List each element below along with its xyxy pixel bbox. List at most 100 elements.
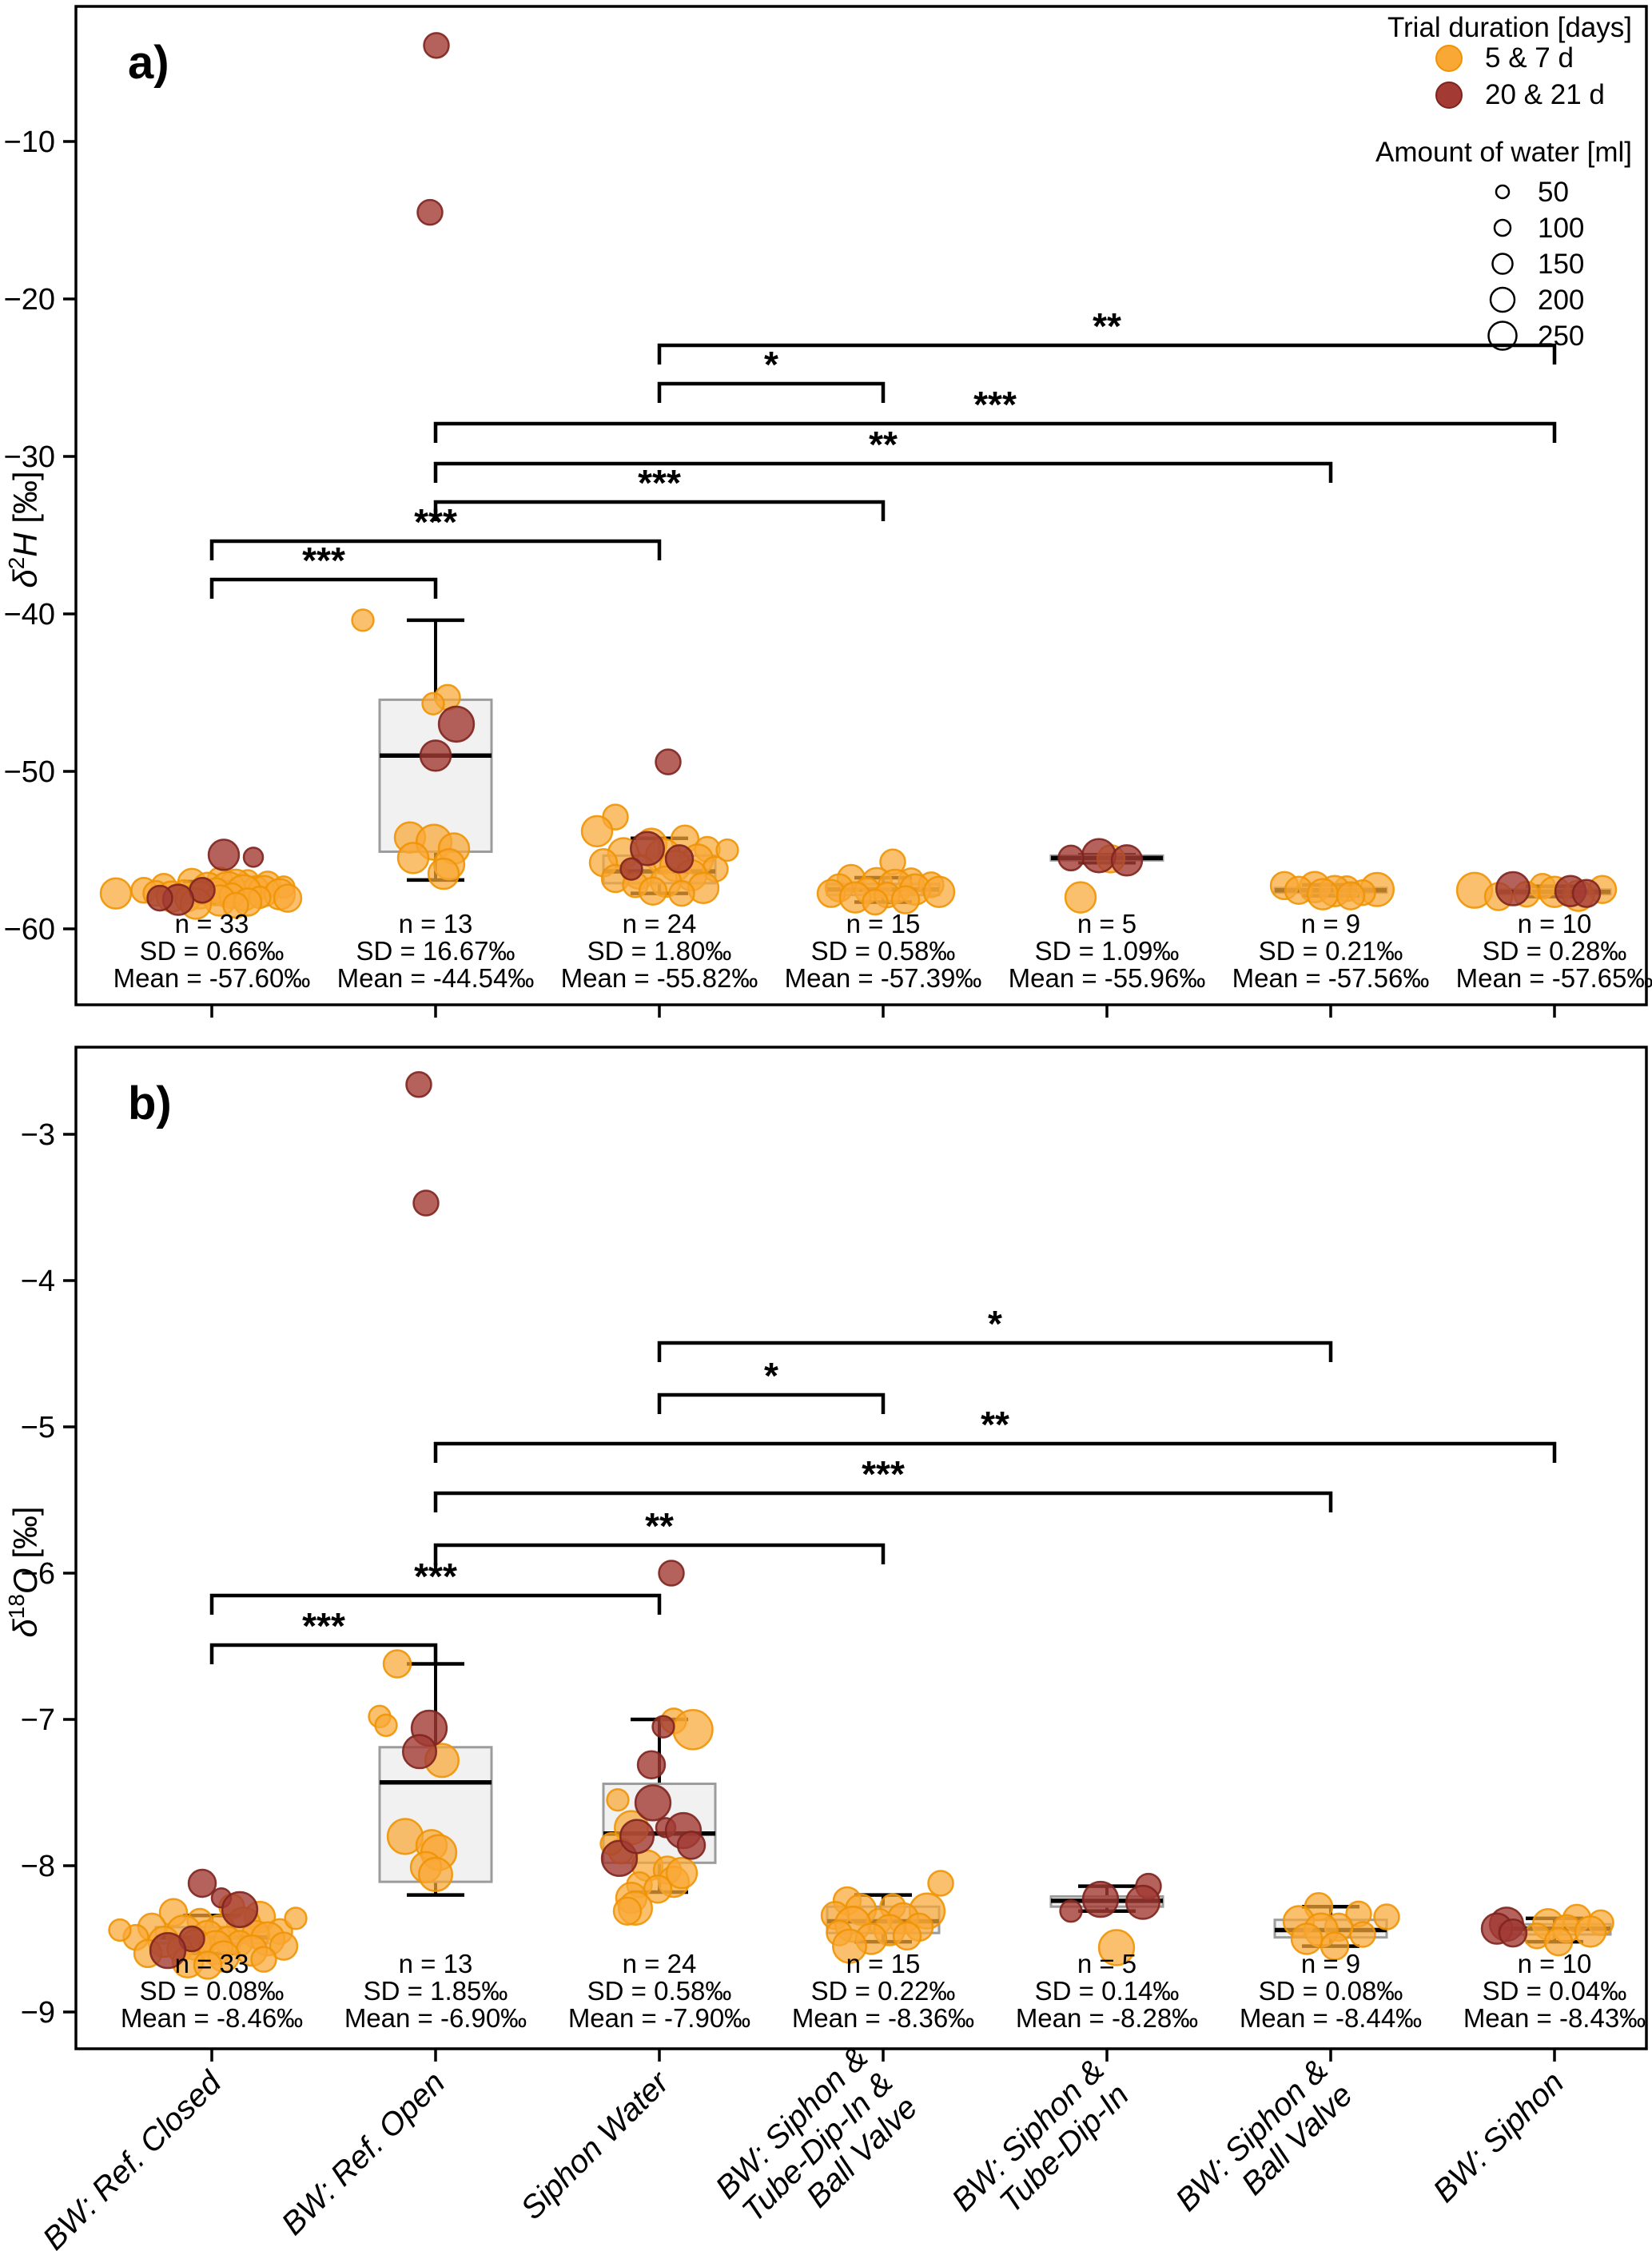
sig-stars: ***	[414, 501, 457, 543]
legend-size-label: 250	[1538, 321, 1584, 352]
data-point-20-21d	[676, 1831, 707, 1860]
stat-mean: Mean = -57.56‰	[1232, 963, 1430, 993]
stat-sd: SD = 0.22‰	[811, 1976, 956, 2006]
data-point-5-7d	[672, 1709, 714, 1751]
data-point-5-7d	[1574, 1915, 1607, 1948]
data-point-5-7d	[580, 815, 614, 848]
stat-sd: SD = 0.58‰	[587, 1976, 732, 2006]
stat-mean: Mean = -8.28‰	[1016, 2003, 1198, 2033]
y-axis-title: δ18O [‰]	[4, 1506, 44, 1637]
data-point-5-7d	[612, 1896, 643, 1926]
stat-sd: SD = 0.58‰	[811, 936, 956, 966]
legend: Trial duration [days]5 & 7 d 20 & 21 d Amo…	[1375, 12, 1632, 352]
data-point-20-21d	[619, 857, 643, 881]
stat-n: n = 5	[1077, 1949, 1136, 1978]
stat-mean: Mean = -6.90‰	[344, 2003, 527, 2033]
y-tick-label: −7	[21, 1703, 55, 1737]
stat-n: n = 5	[1077, 909, 1136, 938]
data-point-20-21d	[651, 1715, 675, 1739]
sig-stars: **	[981, 1404, 1009, 1445]
data-point-5-7d	[668, 879, 695, 907]
x-axis-label: Siphon Water	[514, 2064, 676, 2226]
legend-size-label: 100	[1538, 213, 1584, 244]
data-point-5-7d	[421, 691, 445, 715]
stat-sd: SD = 0.08‰	[1259, 1976, 1403, 2006]
stat-sd: SD = 0.04‰	[1483, 1976, 1627, 2006]
sig-bracket	[433, 421, 1557, 443]
data-point-20-21d	[1125, 1884, 1161, 1920]
sig-stars: ***	[862, 1453, 905, 1495]
stat-mean: Mean = -8.36‰	[792, 2003, 974, 2033]
y-axis-title: δ2H [‰]	[4, 471, 44, 588]
y-tick-label: −5	[21, 1411, 55, 1444]
data-point-5-7d	[269, 1931, 299, 1961]
stat-mean: Mean = -57.60‰	[113, 963, 311, 993]
data-point-5-7d	[862, 888, 889, 916]
stat-sd: SD = 0.28‰	[1483, 936, 1627, 966]
data-point-5-7d	[99, 877, 133, 910]
sig-stars: *	[764, 1355, 778, 1396]
data-point-5-7d	[250, 1946, 277, 1973]
data-point-5-7d	[665, 1856, 699, 1890]
legend-color-swatch	[1435, 82, 1463, 109]
legend-color-swatch	[1435, 45, 1463, 72]
data-point-5-7d	[1373, 1903, 1400, 1930]
legend-trial-label: 20 & 21 d	[1485, 79, 1605, 110]
data-point-20-21d	[664, 844, 695, 874]
group-5: n = 5SD = 1.09‰Mean = -55.96‰	[1009, 838, 1206, 993]
legend-size-label: 200	[1538, 285, 1584, 316]
data-point-5-7d	[222, 891, 249, 919]
sig-stars: ***	[302, 540, 345, 581]
data-point-5-7d	[1064, 881, 1097, 914]
data-point-20-21d	[187, 1868, 217, 1898]
stat-mean: Mean = -8.43‰	[1463, 2003, 1646, 2033]
stat-n: n = 10	[1518, 909, 1592, 938]
sig-bracket	[433, 1441, 1557, 1463]
stat-mean: Mean = -8.46‰	[121, 2003, 303, 2033]
data-point-5-7d	[374, 1713, 398, 1737]
sig-bracket	[209, 1643, 438, 1664]
legend-size-circle	[1491, 253, 1514, 275]
data-point-5-7d	[193, 1950, 223, 1980]
data-point-20-21d	[401, 1734, 438, 1770]
legend-size-label: 50	[1538, 177, 1569, 208]
sig-stars: ***	[302, 1605, 345, 1647]
x-axis-label: BW: Siphon &Tube-Dip-In &Ball Valve	[709, 2040, 924, 2251]
data-point-5-7d	[1349, 1921, 1376, 1948]
panel-letter: b)	[128, 1078, 172, 1129]
data-point-5-7d	[927, 1870, 954, 1897]
x-axis-label: BW: Siphon &Tube-Dip-In	[945, 2053, 1136, 2243]
sig-bracket	[209, 1593, 662, 1615]
legend-trial-label: 5 & 7 d	[1485, 42, 1574, 74]
y-tick-label: −40	[4, 598, 55, 631]
data-point-20-21d	[619, 1819, 655, 1855]
sig-stars: *	[988, 1303, 1002, 1345]
sig-bracket	[657, 1392, 886, 1414]
data-point-5-7d	[1290, 1922, 1324, 1955]
sig-bracket	[433, 1491, 1333, 1512]
stat-sd: SD = 1.80‰	[587, 936, 732, 966]
y-tick-label: −8	[21, 1850, 55, 1883]
data-point-20-21d	[423, 32, 450, 59]
stat-sd: SD = 1.85‰	[364, 1976, 508, 2006]
legend-size-circle	[1487, 321, 1518, 351]
data-point-20-21d	[1495, 871, 1531, 906]
data-point-20-21d	[1057, 844, 1085, 872]
plot-frame	[74, 1046, 1648, 2050]
data-point-5-7d	[284, 1906, 308, 1930]
data-point-20-21d	[1498, 1918, 1528, 1948]
data-point-20-21d	[1081, 838, 1117, 874]
stat-n: n = 24	[623, 1949, 697, 1978]
data-point-5-7d	[108, 1918, 132, 1942]
data-point-20-21d	[634, 1784, 672, 1822]
data-point-5-7d	[1097, 1929, 1136, 1966]
data-point-20-21d	[207, 839, 241, 871]
legend-size-circle	[1495, 184, 1511, 200]
stat-mean: Mean = -55.96‰	[1009, 963, 1206, 993]
